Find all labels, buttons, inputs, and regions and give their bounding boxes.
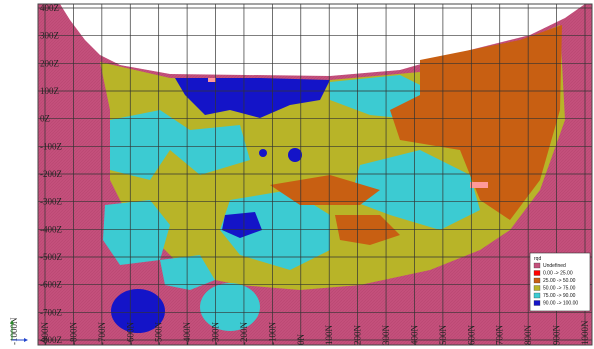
n-label: 800N (523, 325, 533, 346)
legend-label: 75.00 -> 90.00 (543, 293, 576, 299)
n-label: 600N (466, 325, 476, 346)
n-label: -500N (154, 322, 164, 345)
n-label: 1000N (580, 320, 590, 345)
n-label: -1000N (9, 317, 19, 345)
n-label: -800N (68, 322, 78, 345)
n-label: 400N (409, 325, 419, 346)
n-label: -100N (267, 322, 277, 345)
legend-label: 50.00 -> 75.00 (543, 286, 576, 292)
z-label: -800Z (40, 335, 62, 345)
frame (37, 3, 593, 346)
n-label: 900N (552, 325, 562, 346)
legend-swatch (533, 262, 541, 269)
n-label: 500N (438, 325, 448, 346)
legend-label: 90.00 -> 100.00 (543, 301, 578, 307)
z-label: -300Z (40, 197, 62, 207)
z-label: -100Z (40, 141, 62, 151)
z-label: -500Z (40, 252, 62, 262)
n-label: 0N (296, 334, 306, 346)
z-label: -700Z (40, 307, 62, 317)
axis-labels: 400Z 300Z 200Z 100Z 0Z -100Z -200Z -300Z -400Z -5… (9, 3, 590, 345)
grid (38, 4, 592, 345)
z-label: 100Z (40, 86, 59, 96)
legend-title: rqd (534, 256, 541, 262)
n-label: -600N (125, 322, 135, 345)
z-label: -400Z (40, 224, 62, 234)
n-label: 100N (324, 325, 334, 346)
legend-swatch (533, 292, 541, 299)
n-label: 700N (495, 325, 505, 346)
z-label: 300Z (40, 31, 59, 41)
n-label: -700N (97, 322, 107, 345)
n-label: -200N (239, 322, 249, 345)
legend-swatch (533, 285, 541, 291)
z-label: 0Z (40, 114, 50, 124)
legend-label: 0.00 -> 25.00 (543, 271, 573, 277)
z-label: -600Z (40, 280, 62, 290)
z-label: 400Z (40, 3, 59, 13)
legend-label: Undefined (543, 263, 566, 269)
legend-label: 25.00 -> 50.00 (543, 278, 576, 284)
legend-swatch (533, 270, 541, 276)
axis-icon (10, 320, 28, 342)
z-label: -200Z (40, 169, 62, 179)
n-label: -400N (182, 322, 192, 345)
legend-swatch (533, 277, 541, 284)
n-label: -300N (211, 322, 221, 345)
z-label: 200Z (40, 58, 59, 68)
n-label: 200N (353, 325, 363, 346)
block-model (38, 4, 592, 345)
n-label: -900N (40, 322, 50, 345)
legend-swatch (533, 300, 541, 306)
n-label: 300N (381, 325, 391, 346)
